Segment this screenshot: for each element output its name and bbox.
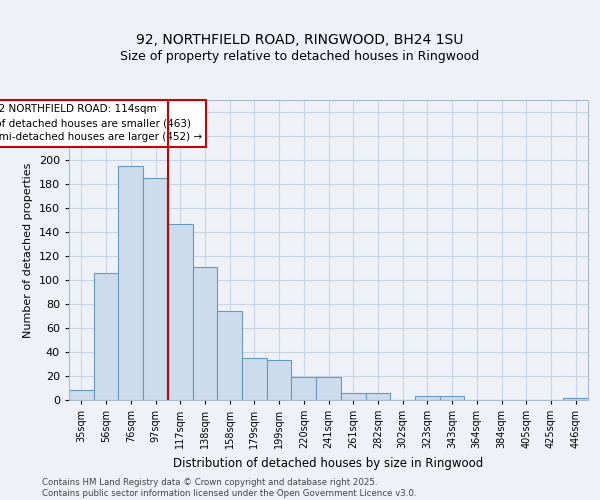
Bar [193,267,217,400]
Bar [365,393,390,400]
Bar [94,273,118,400]
X-axis label: Distribution of detached houses by size in Ringwood: Distribution of detached houses by size … [173,456,484,469]
Bar [143,178,168,400]
Bar [69,390,94,400]
Bar [242,358,267,400]
Bar [118,166,143,400]
Text: 92, NORTHFIELD ROAD, RINGWOOD, BH24 1SU: 92, NORTHFIELD ROAD, RINGWOOD, BH24 1SU [136,32,464,46]
Bar [316,377,341,400]
Bar [168,224,193,400]
Text: 92 NORTHFIELD ROAD: 114sqm
← 50% of detached houses are smaller (463)
49% of sem: 92 NORTHFIELD ROAD: 114sqm ← 50% of deta… [0,104,202,142]
Bar [217,311,242,400]
Bar [415,396,440,400]
Bar [440,396,464,400]
Y-axis label: Number of detached properties: Number of detached properties [23,162,33,338]
Text: Contains HM Land Registry data © Crown copyright and database right 2025.
Contai: Contains HM Land Registry data © Crown c… [42,478,416,498]
Bar [341,393,365,400]
Bar [563,398,588,400]
Text: Size of property relative to detached houses in Ringwood: Size of property relative to detached ho… [121,50,479,63]
Bar [292,377,316,400]
Bar [267,360,292,400]
